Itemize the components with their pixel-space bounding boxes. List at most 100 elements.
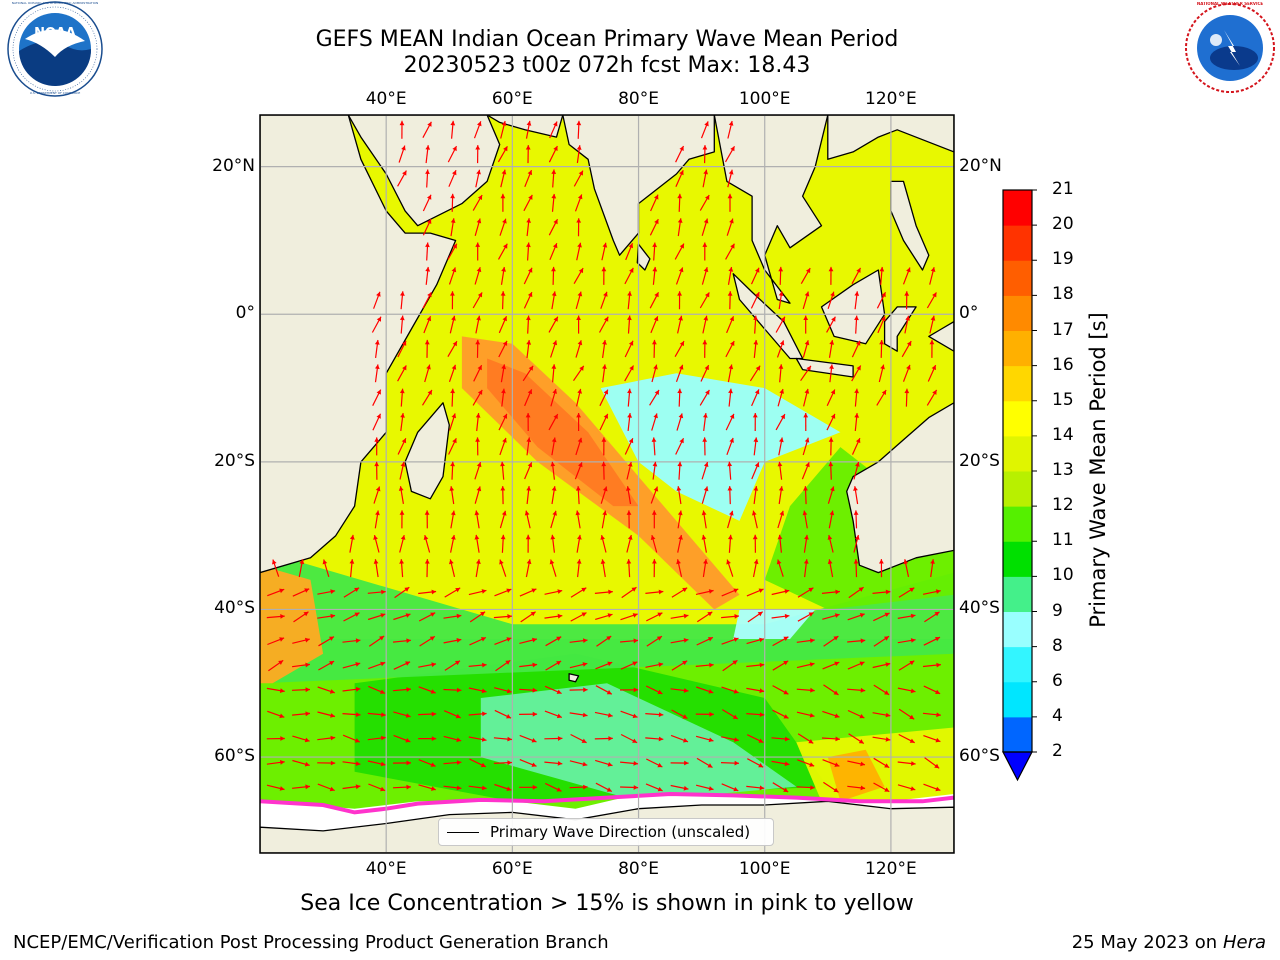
wave-arrow-head — [349, 534, 355, 540]
wave-arrow-head — [575, 510, 581, 516]
wave-arrow-head — [476, 559, 481, 564]
wave-arrow-head — [657, 786, 663, 792]
wave-arrow-head — [400, 291, 405, 296]
sea-ice-note: Sea Ice Concentration > 15% is shown in … — [300, 891, 914, 916]
wave-arrow-head — [728, 121, 734, 126]
wave-arrow-head — [474, 534, 480, 540]
wave-arrow-head — [730, 146, 735, 152]
footer-date: 25 May 2023 on Hera — [1072, 932, 1266, 953]
wave-arrow-head — [500, 461, 505, 467]
wave-arrow-head — [632, 713, 638, 719]
colorbar-tick-label: 17 — [1052, 319, 1074, 340]
wave-arrow-head — [578, 268, 584, 274]
wave-arrow-head — [480, 762, 486, 768]
wave-arrow-head — [426, 364, 431, 370]
wave-arrow-head — [501, 267, 506, 272]
wave-arrow-head — [784, 736, 790, 742]
colorbar-tick-label: 13 — [1052, 460, 1074, 480]
wave-arrow-head — [703, 462, 709, 467]
wave-arrow-head — [475, 437, 480, 442]
wave-arrow-head — [708, 786, 714, 791]
wave-arrow-head — [427, 390, 432, 395]
wave-arrow-head — [682, 714, 688, 719]
wave-arrow-head — [527, 462, 533, 468]
land-madagascar — [404, 402, 450, 500]
footer-date-text: 25 May 2023 on — [1071, 932, 1218, 953]
lat-tick-label-left: 20°S — [214, 450, 255, 471]
wave-arrow-head — [753, 486, 759, 491]
colorbar-title: Primary Wave Mean Period [s] — [1086, 312, 1110, 628]
wave-arrow-head — [734, 614, 739, 619]
sea-ice-edge — [260, 791, 954, 815]
wave-arrow-head — [879, 340, 884, 345]
wave-arrow-head — [702, 242, 708, 247]
wave-arrow-head — [556, 689, 562, 694]
wave-arrow-head — [506, 714, 511, 719]
wave-arrow-head — [633, 761, 638, 766]
wave-arrow-head — [400, 461, 406, 467]
wave-arrow-head — [399, 559, 404, 564]
wave-arrow-head — [653, 413, 658, 419]
wave-arrow-head — [304, 761, 310, 767]
colorbar-segment — [1003, 576, 1032, 613]
wave-arrow-head — [425, 169, 430, 174]
wave-arrow-head — [804, 340, 810, 346]
wave-arrow-head — [728, 364, 734, 370]
wave-arrow-head — [456, 638, 462, 643]
wave-arrow-head — [856, 365, 861, 371]
wave-arrow-head — [683, 738, 688, 743]
wave-arrow-head — [909, 660, 915, 666]
wave-arrow-head — [679, 341, 684, 347]
period-field-cyan-east — [600, 373, 841, 521]
wave-arrow-head — [854, 413, 860, 418]
wave-arrow-head — [830, 413, 836, 419]
wave-arrow-head — [405, 713, 411, 718]
wave-arrow-head — [783, 690, 789, 695]
wave-arrow-head — [704, 365, 709, 371]
wave-arrow-head — [376, 291, 381, 297]
wave-arrow-head — [726, 559, 731, 565]
lat-tick-label-right: 60°S — [959, 746, 1000, 767]
wave-arrow-head — [553, 146, 558, 151]
wave-arrow-head — [906, 341, 912, 347]
colorbar-segment — [1003, 646, 1032, 683]
wave-arrow-head — [507, 736, 512, 742]
wave-arrow-head — [651, 510, 657, 515]
wave-arrow-head — [853, 486, 858, 491]
wave-arrow-head — [676, 559, 681, 565]
wave-arrow-head — [456, 760, 462, 765]
colorbar-tick-label: 19 — [1052, 249, 1074, 270]
wave-arrow-head — [502, 316, 507, 322]
wave-arrow-head — [477, 121, 482, 127]
wave-arrow-head — [532, 711, 538, 717]
wave-arrow-head — [802, 510, 808, 516]
colorbar-tick-label: 9 — [1052, 600, 1063, 621]
wave-arrow-head — [583, 784, 588, 790]
wave-arrow-head — [405, 661, 411, 666]
wave-arrow-head — [683, 785, 689, 791]
wave-arrow-head — [684, 760, 689, 766]
wave-arrow-head — [633, 785, 639, 790]
wave-arrow-head — [528, 267, 533, 273]
wave-arrow-head — [601, 461, 607, 467]
wave-arrow-head — [627, 291, 632, 296]
wave-arrow-head — [904, 291, 910, 296]
wave-arrow-head — [884, 690, 890, 695]
wave-arrow-head — [879, 559, 884, 564]
wave-arrow-head — [603, 291, 608, 297]
wave-arrow-head — [658, 736, 664, 742]
wave-arrow-head — [759, 637, 764, 643]
wave-arrow-head — [754, 389, 760, 395]
wave-arrow-head — [455, 713, 461, 719]
wave-arrow-head — [701, 534, 707, 540]
wave-arrow-head — [404, 587, 410, 592]
wave-arrow-head — [502, 437, 507, 443]
wave-arrow-head — [879, 266, 885, 272]
wave-arrow-head — [526, 120, 532, 126]
wave-arrow-head — [355, 662, 361, 667]
lat-tick-label-right: 20°N — [959, 155, 1002, 176]
wave-arrow-head — [455, 660, 460, 666]
wave-arrow-head — [829, 340, 835, 345]
wave-arrow-head — [809, 662, 815, 667]
wave-arrow-head — [502, 218, 507, 224]
